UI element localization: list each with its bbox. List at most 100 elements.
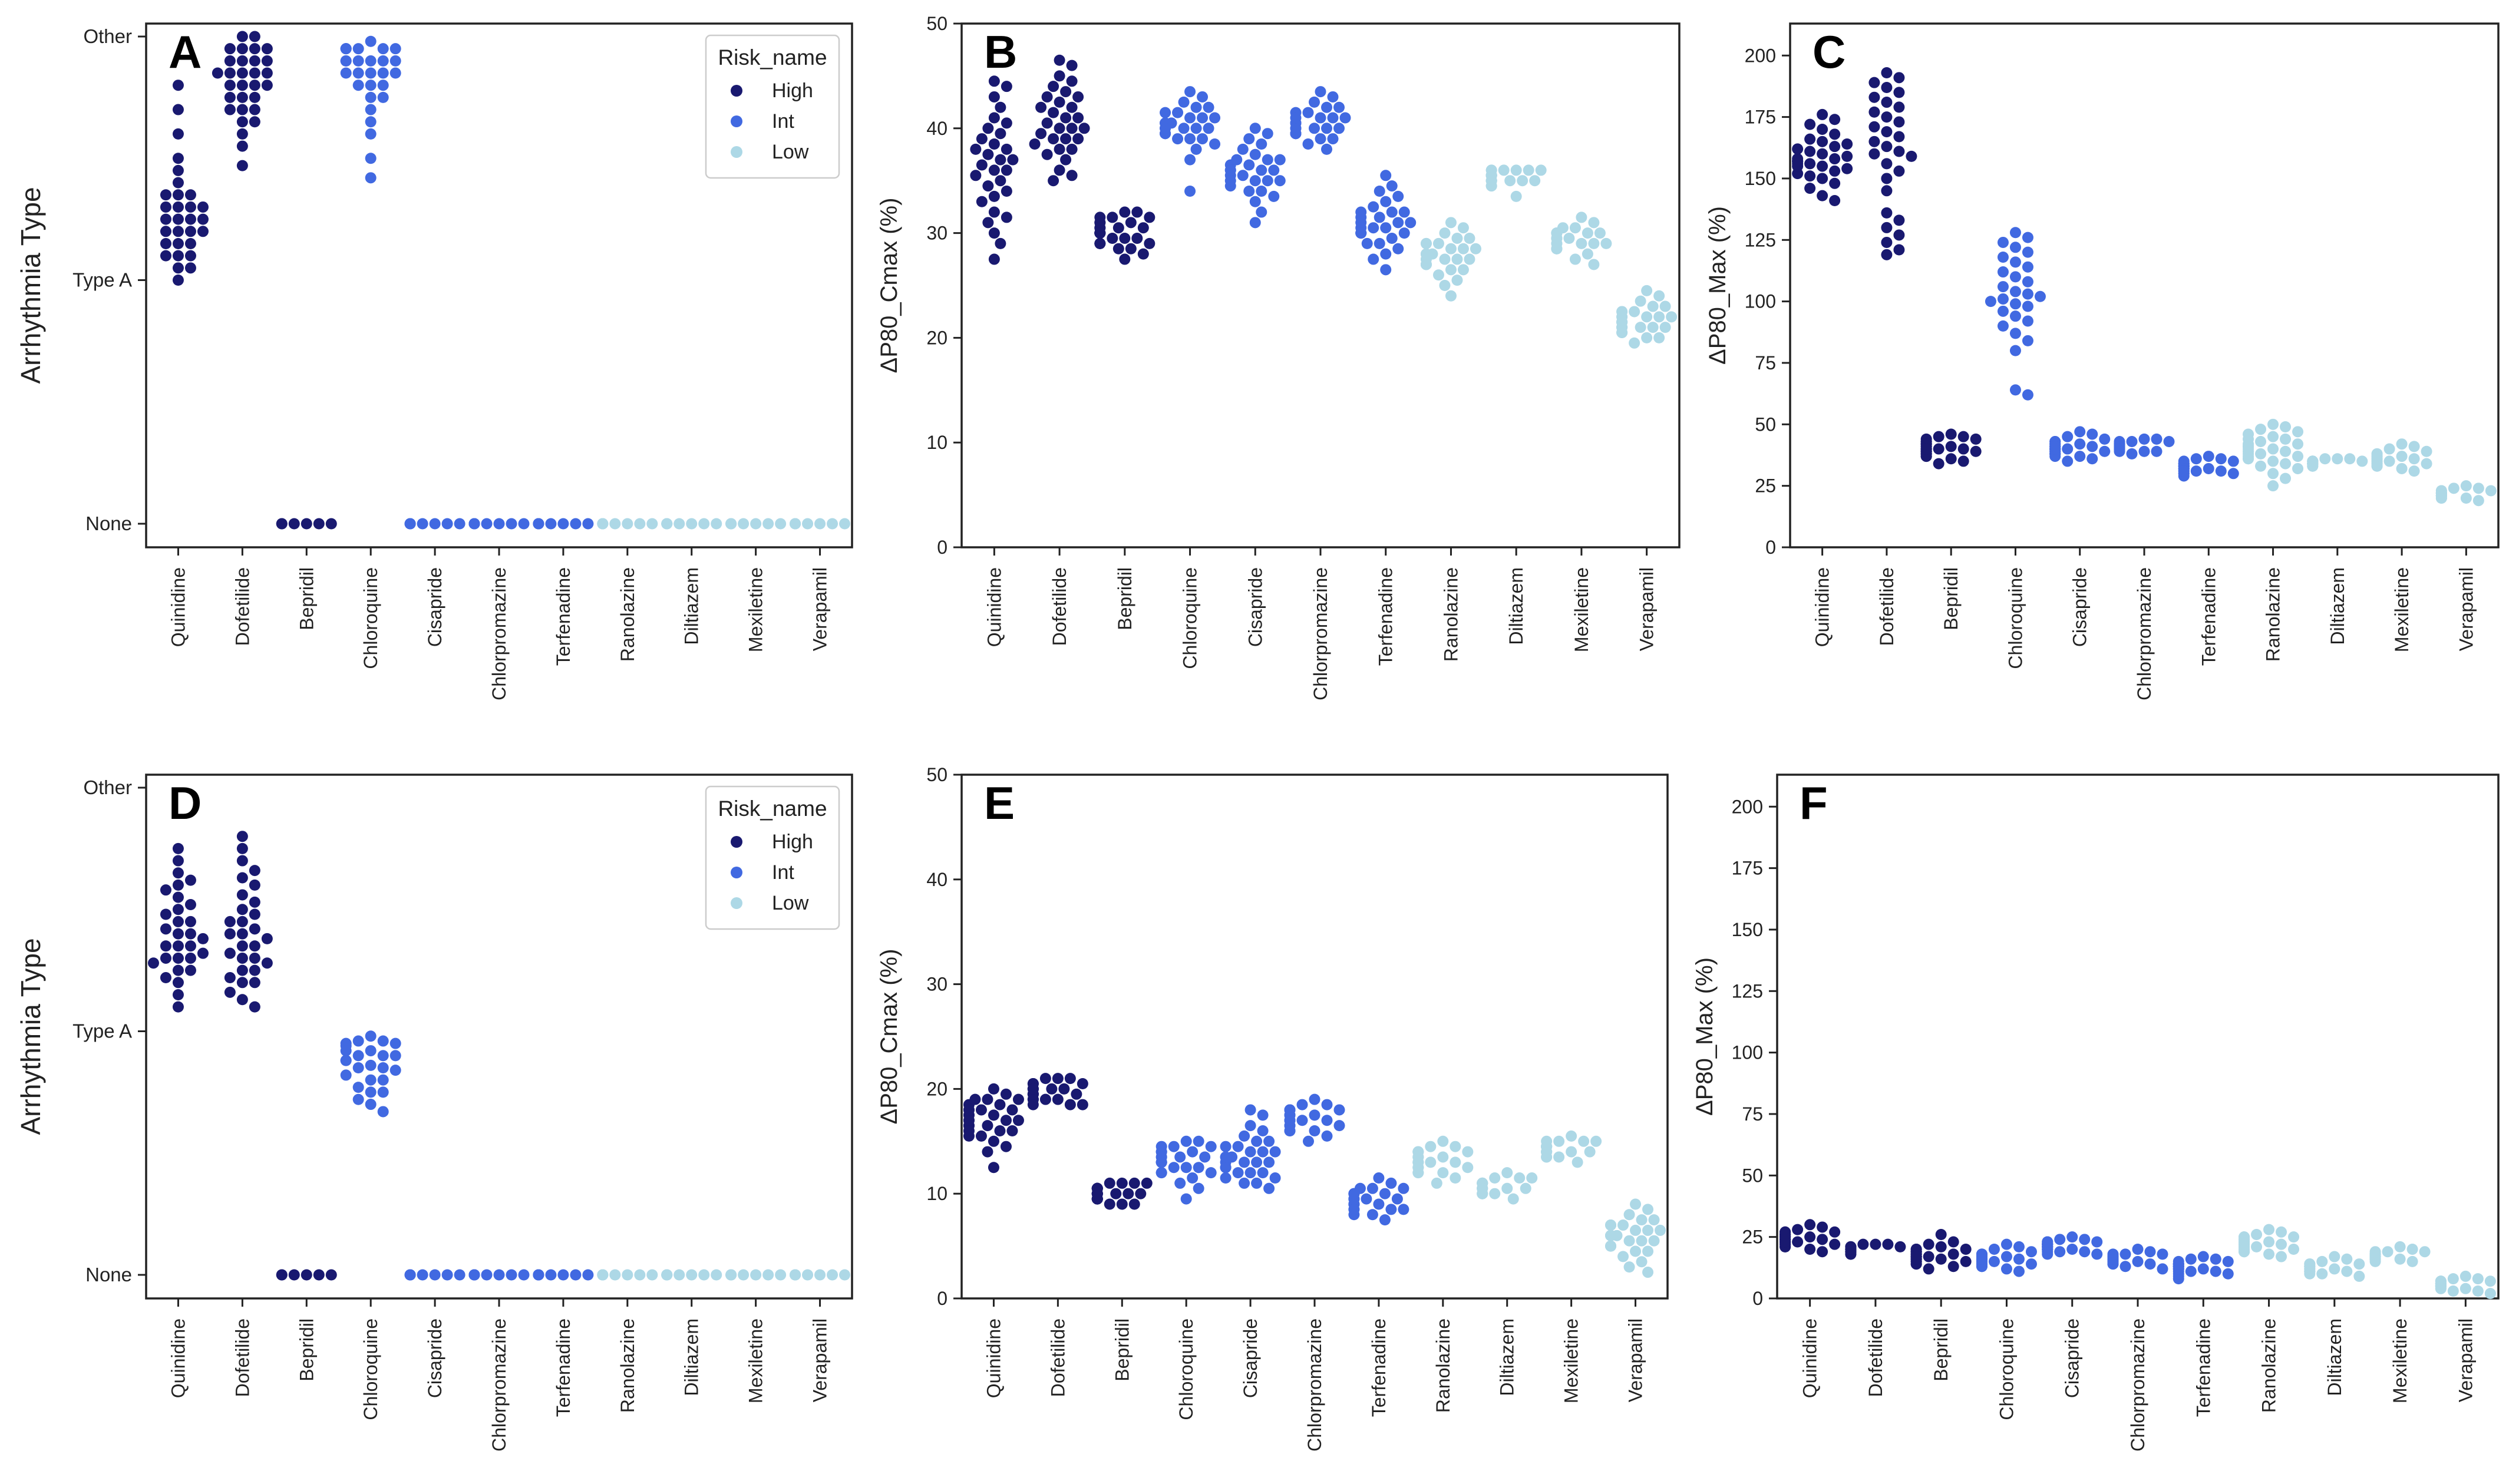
- data-point-dofetilide: [1894, 1241, 1906, 1252]
- data-point-bepridil: [276, 1269, 288, 1281]
- data-point-mexiletine: [2419, 1246, 2431, 1258]
- data-point-dofetilide: [249, 80, 260, 91]
- data-point-mexiletine: [1576, 211, 1587, 223]
- data-point-chloroquine: [2009, 298, 2021, 310]
- data-point-mexiletine: [1551, 227, 1563, 239]
- data-point-chloroquine: [1197, 91, 1209, 103]
- data-point-chlorpromazine: [2151, 433, 2163, 445]
- data-point-terfenadine: [570, 518, 582, 530]
- data-point-dofetilide: [1893, 229, 1905, 241]
- data-point-dofetilide: [224, 986, 236, 998]
- data-point-diltiazem: [2307, 455, 2319, 467]
- data-point-quinidine: [172, 977, 184, 989]
- data-point-chlorpromazine: [1309, 1125, 1320, 1137]
- data-point-chlorpromazine: [1290, 112, 1302, 124]
- data-point-verapamil: [1630, 1245, 1642, 1257]
- data-point-chlorpromazine: [1303, 1135, 1314, 1147]
- data-point-chlorpromazine: [1321, 123, 1332, 134]
- data-point-quinidine: [172, 964, 184, 976]
- data-point-bepridil: [1131, 232, 1143, 244]
- data-point-terfenadine: [1380, 248, 1392, 260]
- data-point-verapamil: [1635, 295, 1646, 307]
- data-point-mexiletine: [1553, 1151, 1565, 1163]
- data-point-chloroquine: [1193, 1162, 1204, 1174]
- y-tick-label: 200: [1732, 796, 1763, 817]
- data-point-chloroquine: [1155, 1141, 1167, 1152]
- data-point-chloroquine: [1997, 266, 2009, 278]
- data-point-terfenadine: [2222, 1268, 2234, 1280]
- data-point-chloroquine: [1997, 305, 2009, 317]
- data-point-mexiletine: [1576, 237, 1587, 249]
- data-point-verapamil: [1648, 1235, 1660, 1247]
- data-point-dofetilide: [261, 43, 273, 55]
- data-point-chloroquine: [1209, 138, 1221, 150]
- data-point-dofetilide: [1041, 91, 1053, 103]
- data-point-dofetilide: [1066, 75, 1078, 87]
- y-tick-label: 125: [1732, 980, 1763, 1002]
- data-point-chloroquine: [1190, 143, 1202, 155]
- data-point-ranolazine: [1431, 1177, 1442, 1189]
- data-point-ranolazine: [2267, 480, 2279, 492]
- data-point-quinidine: [172, 904, 184, 915]
- data-point-dofetilide: [1881, 67, 1893, 78]
- data-point-cisapride: [441, 1269, 453, 1281]
- data-point-dofetilide: [236, 128, 248, 140]
- x-tick-label: Chloroquine: [1176, 1318, 1197, 1420]
- data-point-ranolazine: [1445, 217, 1457, 229]
- data-point-ranolazine: [1457, 243, 1469, 255]
- data-point-verapamil: [839, 518, 851, 530]
- data-point-bepridil: [1945, 453, 1957, 465]
- data-point-dofetilide: [249, 896, 260, 908]
- data-point-verapamil: [2460, 480, 2472, 492]
- y-tick-label: 100: [1732, 1042, 1763, 1063]
- data-point-bepridil: [1945, 441, 1957, 452]
- data-point-quinidine: [975, 1104, 987, 1116]
- data-point-diltiazem: [1526, 1172, 1538, 1184]
- data-point-terfenadine: [557, 1269, 569, 1281]
- data-point-diltiazem: [711, 518, 722, 530]
- data-point-bepridil: [1923, 1251, 1934, 1262]
- data-point-cisapride: [1237, 143, 1249, 155]
- data-point-verapamil: [1666, 311, 1678, 323]
- data-point-dofetilide: [249, 31, 260, 42]
- data-point-chloroquine: [1988, 1255, 2000, 1267]
- data-point-chlorpromazine: [2163, 436, 2175, 448]
- data-point-quinidine: [172, 237, 184, 249]
- data-point-diltiazem: [1477, 1182, 1488, 1194]
- data-point-mexiletine: [1584, 1146, 1596, 1158]
- data-point-chloroquine: [377, 67, 389, 79]
- data-point-ranolazine: [1439, 227, 1451, 239]
- data-point-quinidine: [1001, 81, 1012, 92]
- data-point-chloroquine: [2013, 1265, 2025, 1277]
- data-point-ranolazine: [2280, 458, 2292, 470]
- data-point-terfenadine: [582, 518, 594, 530]
- data-point-chloroquine: [340, 1045, 352, 1057]
- data-point-dofetilide: [236, 994, 248, 1006]
- data-point-ranolazine: [2251, 1241, 2263, 1252]
- data-point-quinidine: [995, 237, 1006, 249]
- data-point-ranolazine: [1470, 243, 1481, 255]
- data-point-mexiletine: [1578, 1135, 1590, 1147]
- legend-label-low: Low: [772, 141, 809, 163]
- data-point-chloroquine: [2025, 1246, 2037, 1258]
- data-point-ranolazine: [2288, 1231, 2300, 1243]
- data-point-bepridil: [1137, 248, 1149, 260]
- data-point-ranolazine: [634, 518, 646, 530]
- data-point-mexiletine: [1590, 1135, 1602, 1147]
- data-point-ranolazine: [1445, 243, 1457, 255]
- data-point-ranolazine: [1445, 264, 1457, 276]
- data-point-quinidine: [1012, 1093, 1024, 1105]
- data-point-cisapride: [1224, 164, 1236, 176]
- data-point-quinidine: [1817, 108, 1828, 120]
- panel-letter: F: [1800, 777, 1828, 829]
- y-tick-label: 100: [1745, 291, 1776, 312]
- data-point-terfenadine: [1386, 232, 1398, 244]
- data-point-cisapride: [2079, 1234, 2091, 1245]
- legend-marker-int: [731, 867, 742, 878]
- data-point-chloroquine: [2022, 335, 2033, 346]
- data-point-mexiletine: [1553, 1135, 1565, 1147]
- data-point-verapamil: [1659, 300, 1671, 312]
- data-point-cisapride: [1257, 1167, 1269, 1179]
- data-point-dofetilide: [1881, 249, 1893, 260]
- data-point-dofetilide: [249, 952, 260, 964]
